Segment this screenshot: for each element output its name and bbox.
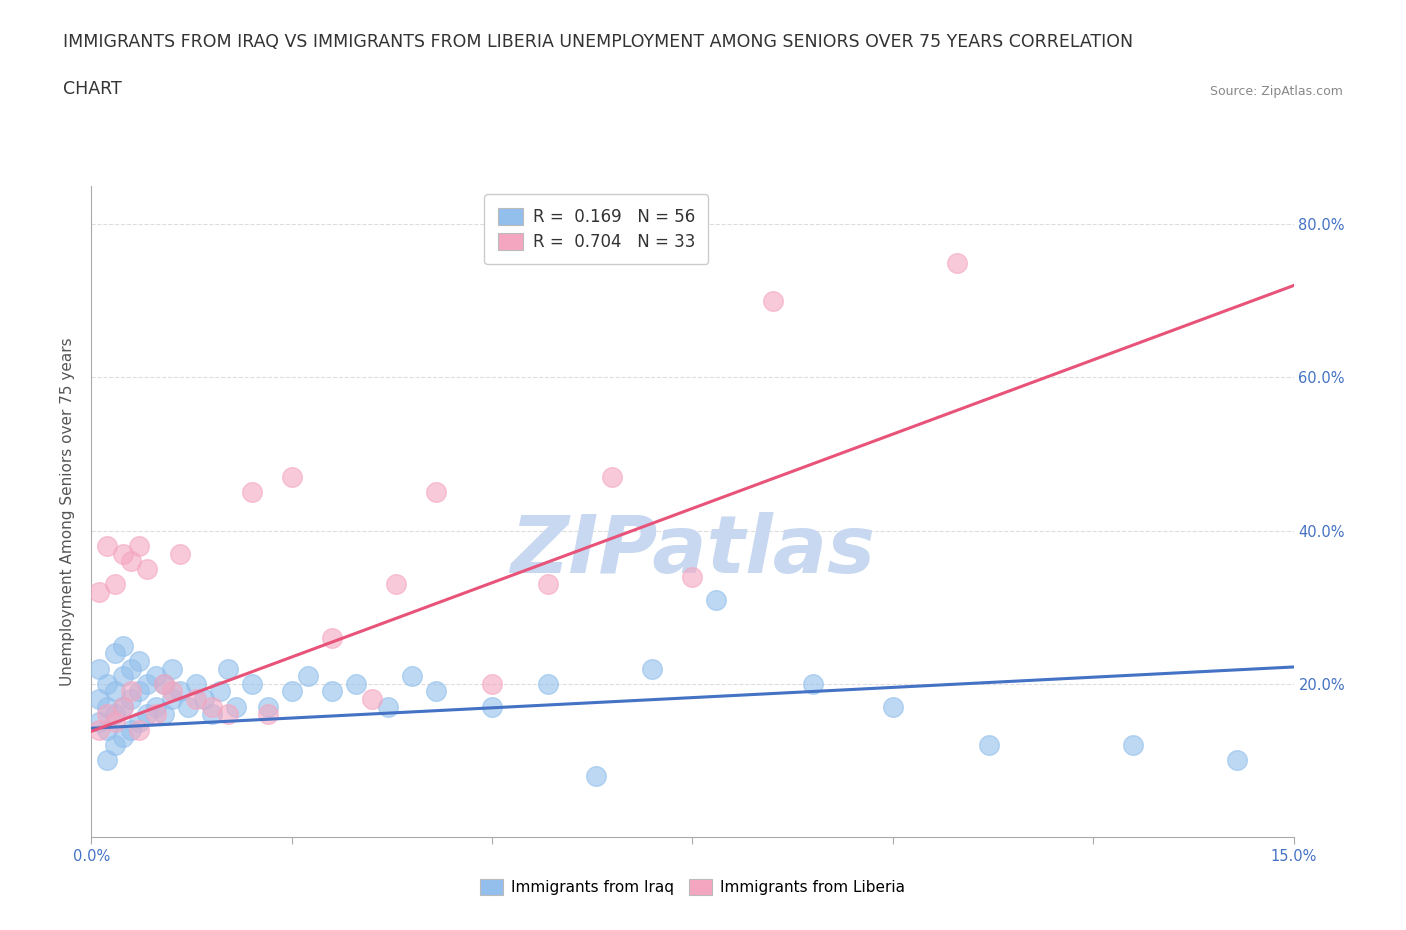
Point (882, 699, 904, 714)
Point (377, 699, 399, 714)
Point (184, 676, 207, 691)
Point (344, 676, 367, 691)
Text: CHART: CHART (63, 80, 122, 98)
Point (104, 714, 127, 729)
Point (112, 730, 135, 745)
Point (104, 645, 127, 660)
Point (321, 684, 343, 699)
Point (240, 676, 263, 691)
Point (256, 699, 278, 714)
Point (801, 676, 824, 691)
Point (128, 723, 150, 737)
Point (481, 676, 503, 691)
Point (193, 692, 215, 707)
Point (96, 723, 118, 737)
Point (240, 485, 263, 499)
Point (136, 562, 159, 577)
Point (121, 684, 143, 699)
Point (121, 554, 143, 569)
Point (217, 707, 239, 722)
Point (297, 669, 319, 684)
Point (1226, 753, 1249, 768)
Point (112, 699, 135, 714)
Point (104, 737, 127, 752)
Point (184, 692, 207, 707)
Point (385, 577, 408, 591)
Point (706, 592, 728, 607)
Point (128, 714, 150, 729)
Point (145, 707, 167, 722)
Point (104, 707, 127, 722)
Point (281, 684, 304, 699)
Text: ZIPatlas: ZIPatlas (510, 512, 875, 590)
Point (256, 707, 278, 722)
Point (89, 584, 111, 599)
Point (136, 676, 159, 691)
Point (112, 546, 135, 561)
Point (425, 684, 447, 699)
Point (201, 707, 224, 722)
Point (128, 684, 150, 699)
Point (89, 661, 111, 676)
Point (152, 676, 174, 691)
Point (537, 676, 560, 691)
Point (281, 470, 304, 485)
Point (89, 723, 111, 737)
Point (946, 255, 969, 270)
Point (128, 538, 150, 553)
Point (425, 485, 447, 499)
Point (96, 753, 118, 768)
Point (112, 699, 135, 714)
Point (152, 707, 174, 722)
Point (585, 768, 607, 783)
Point (681, 569, 703, 584)
Point (977, 737, 1000, 752)
Point (89, 714, 111, 729)
Text: IMMIGRANTS FROM IRAQ VS IMMIGRANTS FROM LIBERIA UNEMPLOYMENT AMONG SENIORS OVER : IMMIGRANTS FROM IRAQ VS IMMIGRANTS FROM … (63, 33, 1133, 51)
Point (321, 631, 343, 645)
Legend: Immigrants from Iraq, Immigrants from Liberia: Immigrants from Iraq, Immigrants from Li… (474, 872, 911, 901)
Point (208, 684, 231, 699)
Point (401, 669, 423, 684)
Point (762, 294, 785, 309)
Point (160, 661, 183, 676)
Point (160, 684, 183, 699)
Y-axis label: Unemployment Among Seniors over 75 years: Unemployment Among Seniors over 75 years (60, 338, 76, 685)
Point (360, 692, 382, 707)
Text: Source: ZipAtlas.com: Source: ZipAtlas.com (1209, 85, 1343, 98)
Point (201, 699, 224, 714)
Point (145, 669, 167, 684)
Point (104, 577, 127, 591)
Point (152, 676, 174, 691)
Point (121, 661, 143, 676)
Point (217, 661, 239, 676)
Point (112, 638, 135, 653)
Point (112, 669, 135, 684)
Point (1122, 737, 1144, 752)
Point (481, 699, 503, 714)
Point (96, 676, 118, 691)
Point (121, 692, 143, 707)
Point (537, 577, 560, 591)
Point (641, 661, 664, 676)
Point (128, 654, 150, 669)
Point (89, 692, 111, 707)
Point (225, 699, 247, 714)
Point (145, 699, 167, 714)
Point (96, 699, 118, 714)
Point (136, 707, 159, 722)
Point (176, 699, 198, 714)
Point (169, 684, 191, 699)
Point (121, 723, 143, 737)
Point (96, 538, 118, 553)
Point (160, 692, 183, 707)
Point (602, 470, 624, 485)
Point (104, 684, 127, 699)
Point (96, 707, 118, 722)
Point (169, 546, 191, 561)
